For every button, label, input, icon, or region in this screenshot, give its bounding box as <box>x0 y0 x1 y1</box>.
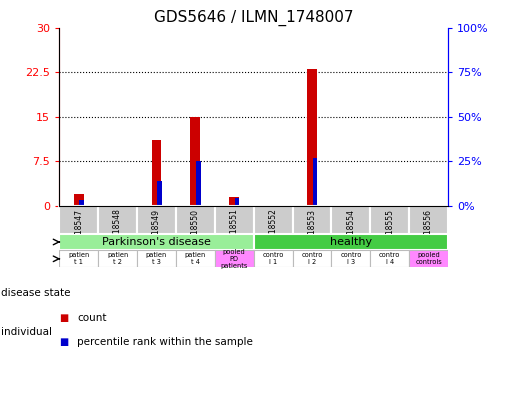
Text: contro
l 3: contro l 3 <box>340 252 362 265</box>
Text: GSM1318547: GSM1318547 <box>74 209 83 260</box>
Title: GDS5646 / ILMN_1748007: GDS5646 / ILMN_1748007 <box>154 10 353 26</box>
Text: GSM1318553: GSM1318553 <box>307 209 316 260</box>
Text: pooled
PD
patients: pooled PD patients <box>220 249 248 269</box>
Text: patien
t 2: patien t 2 <box>107 252 128 265</box>
Text: ■: ■ <box>59 337 68 347</box>
Bar <box>59 233 253 250</box>
Text: contro
l 1: contro l 1 <box>262 252 284 265</box>
Text: GSM1318550: GSM1318550 <box>191 209 200 260</box>
Text: GSM1318551: GSM1318551 <box>230 209 238 259</box>
Bar <box>74 194 83 206</box>
Bar <box>229 197 239 206</box>
Text: count: count <box>77 313 107 323</box>
Text: GSM1318554: GSM1318554 <box>347 209 355 260</box>
Bar <box>409 206 448 233</box>
Text: Parkinson's disease: Parkinson's disease <box>102 237 211 247</box>
Bar <box>332 206 370 233</box>
Bar <box>313 158 317 206</box>
Bar <box>151 140 161 206</box>
Bar <box>191 117 200 206</box>
Bar <box>253 233 448 250</box>
Text: healthy: healthy <box>330 237 372 247</box>
Text: GSM1318552: GSM1318552 <box>269 209 278 259</box>
Bar <box>215 206 253 233</box>
Bar <box>98 206 137 233</box>
Bar <box>137 206 176 233</box>
Bar <box>235 198 239 206</box>
Bar <box>332 250 370 267</box>
Text: GSM1318548: GSM1318548 <box>113 209 122 259</box>
Text: GSM1318555: GSM1318555 <box>385 209 394 260</box>
Text: disease state: disease state <box>1 288 70 298</box>
Text: percentile rank within the sample: percentile rank within the sample <box>77 337 253 347</box>
Text: pooled
controls: pooled controls <box>415 252 442 265</box>
Bar <box>370 250 409 267</box>
Bar <box>253 250 293 267</box>
Bar <box>59 250 98 267</box>
Bar <box>253 206 293 233</box>
Text: patien
t 1: patien t 1 <box>68 252 89 265</box>
Bar <box>59 206 98 233</box>
Bar <box>137 250 176 267</box>
Bar <box>307 69 317 206</box>
Bar <box>370 206 409 233</box>
Text: patien
t 4: patien t 4 <box>185 252 206 265</box>
Text: individual: individual <box>1 327 52 337</box>
Bar <box>98 250 137 267</box>
Bar <box>215 250 253 267</box>
Text: GSM1318556: GSM1318556 <box>424 209 433 260</box>
Text: patien
t 3: patien t 3 <box>146 252 167 265</box>
Text: GSM1318549: GSM1318549 <box>152 209 161 260</box>
Text: ■: ■ <box>59 313 68 323</box>
Bar <box>409 250 448 267</box>
Text: contro
l 4: contro l 4 <box>379 252 401 265</box>
Bar <box>176 250 215 267</box>
Bar <box>176 206 215 233</box>
Bar <box>79 200 84 206</box>
Bar <box>293 250 332 267</box>
Text: contro
l 2: contro l 2 <box>301 252 323 265</box>
Bar <box>293 206 332 233</box>
Bar <box>196 161 200 206</box>
Bar <box>157 181 162 206</box>
